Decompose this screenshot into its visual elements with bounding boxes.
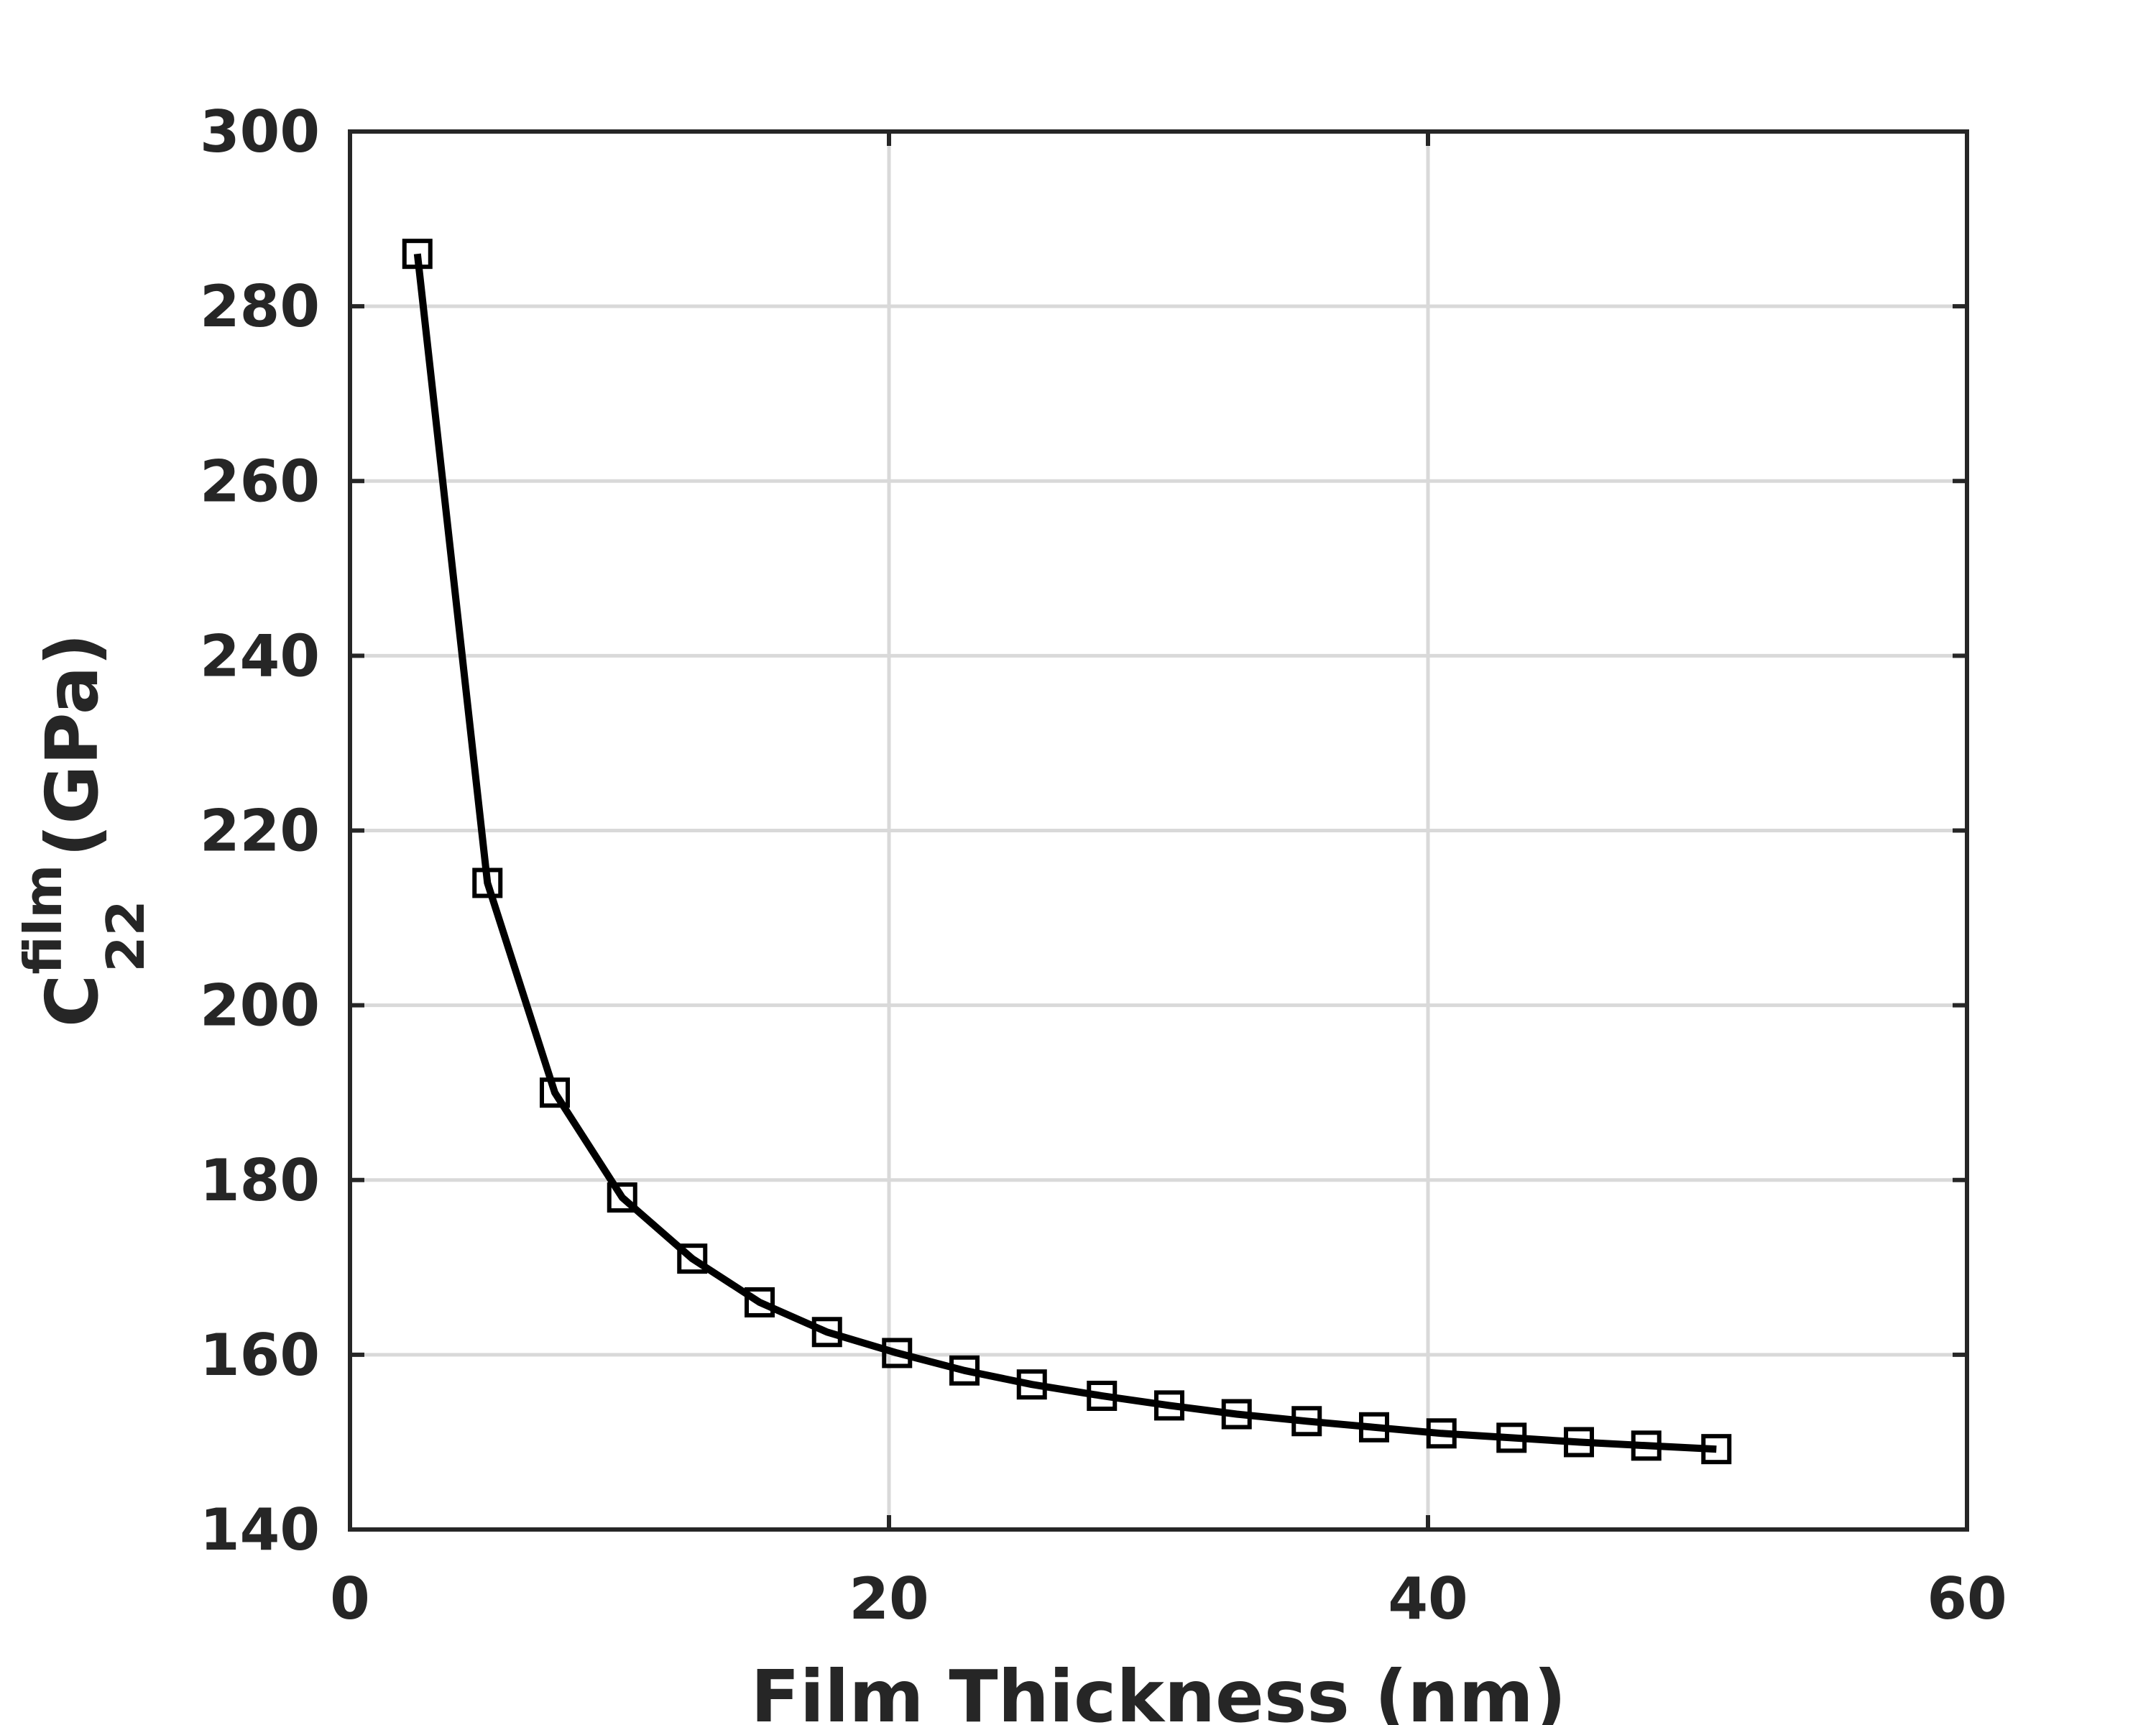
data-point-marker <box>1564 1427 1594 1458</box>
data-point-marker <box>402 239 433 270</box>
data-point-marker <box>677 1243 708 1274</box>
y-tick-label: 300 <box>200 98 320 165</box>
data-point-marker <box>1221 1399 1252 1430</box>
data-point-marker <box>811 1317 842 1348</box>
data-point-marker <box>882 1338 913 1368</box>
x-tick-label: 20 <box>849 1565 929 1632</box>
x-tick-label: 0 <box>330 1565 370 1632</box>
y-axis-label: Cfilm 22 (GPa) <box>13 633 156 1027</box>
y-tick-label: 220 <box>200 798 320 865</box>
data-point-marker <box>1496 1422 1527 1453</box>
grid <box>350 132 1967 1530</box>
data-point-marker <box>949 1355 980 1386</box>
data-point-marker <box>1701 1434 1732 1465</box>
y-axis-label-superscript: film <box>13 865 73 975</box>
data-point-marker <box>1359 1412 1389 1443</box>
x-tick-label: 60 <box>1927 1565 2007 1632</box>
y-axis-label-subscript: 22 <box>96 900 156 972</box>
data-point-marker <box>1426 1418 1457 1449</box>
y-axis-label-unit: (GPa) <box>30 633 114 857</box>
data-point-marker <box>472 868 503 898</box>
y-axis-label-base: C <box>30 975 114 1027</box>
data-point-marker <box>745 1287 775 1317</box>
data-point-marker <box>1016 1369 1047 1400</box>
y-tick-label: 240 <box>200 622 320 689</box>
data-point-marker <box>1154 1390 1184 1421</box>
y-tick-label: 280 <box>200 273 320 340</box>
x-axis-label: Film Thickness (nm) <box>750 1655 1566 1725</box>
ticks: 0 20 40 60 140 160 180 200 220 240 260 280 300 <box>200 98 2007 1632</box>
y-tick-label: 260 <box>200 448 320 515</box>
y-tick-label: 140 <box>200 1496 320 1563</box>
y-tick-label: 180 <box>200 1147 320 1214</box>
data-point-marker <box>1631 1430 1662 1461</box>
data-point-marker <box>1291 1406 1322 1437</box>
y-tick-label: 160 <box>200 1322 320 1389</box>
series-layer <box>402 239 1732 1465</box>
data-point-marker <box>1087 1381 1118 1412</box>
x-tick-label: 40 <box>1388 1565 1468 1632</box>
data-point-marker <box>540 1077 570 1108</box>
data-point-marker <box>607 1182 637 1213</box>
y-tick-label: 200 <box>200 972 320 1039</box>
